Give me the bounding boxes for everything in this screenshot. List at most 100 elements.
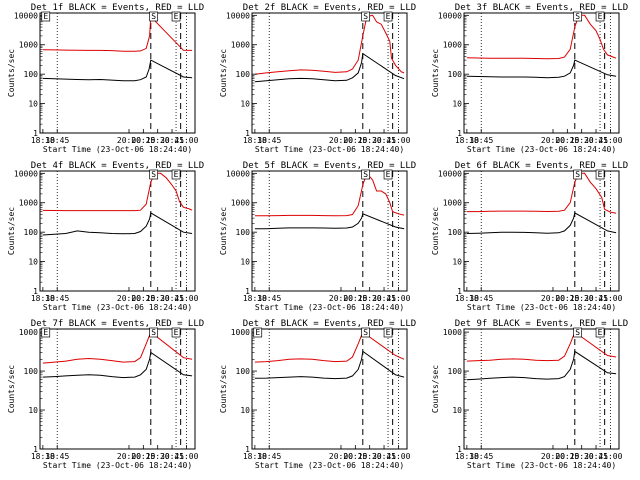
y-tick-label: 100 [24, 70, 39, 79]
flare-marker-box [573, 327, 583, 338]
flare-marker-label: E [386, 12, 391, 21]
y-tick-label: 1000 [443, 199, 462, 208]
lld-series-line [42, 331, 193, 364]
y-tick-label: 1 [245, 445, 250, 454]
flare-marker-label: E [386, 170, 391, 179]
y-tick-label: 1 [457, 445, 462, 454]
events-series-line [254, 350, 405, 380]
x-axis-label: Start Time (23-Oct-06 18:24:40) [255, 145, 404, 154]
flare-marker-label: E [174, 12, 179, 21]
flare-marker-box [573, 169, 583, 180]
flare-marker-label: E [43, 328, 48, 337]
y-tick-label: 1000 [443, 41, 462, 50]
flare-marker-box [573, 11, 583, 22]
y-tick-label: 1 [33, 129, 38, 138]
x-tick-label: 20:45 [584, 452, 608, 461]
x-tick-label: 20:15 [555, 294, 579, 303]
flare-marker-label: E [386, 328, 391, 337]
x-tick-label: 20:30 [146, 136, 170, 145]
y-tick-label: 10 [28, 100, 38, 109]
y-tick-label: 10000 [226, 11, 250, 20]
y-tick-label: 10000 [438, 11, 462, 20]
flare-marker-label: E [43, 12, 48, 21]
x-tick-label: 20:15 [343, 294, 367, 303]
x-tick-label: 20:45 [584, 294, 608, 303]
y-tick-label: 1 [33, 287, 38, 296]
y-axis-label: Counts/sec [7, 365, 16, 413]
panel-8: Det 8f BLACK = Events, RED = LLD 1 10 100 10… [219, 319, 416, 470]
flare-marker-box [149, 327, 159, 338]
x-tick-label: 18:45 [45, 136, 69, 145]
x-tick-label: 20:00 [329, 136, 353, 145]
chart-title: Det 6f BLACK = Events, RED = LLD [455, 161, 628, 171]
x-tick-label: 18:30 [455, 452, 479, 461]
x-tick-label: 20:00 [541, 136, 565, 145]
plot-frame [39, 328, 196, 450]
flare-marker-label: E [598, 170, 603, 179]
x-tick-label: 18:30 [243, 294, 267, 303]
chart-title: Det 2f BLACK = Events, RED = LLD [243, 3, 416, 13]
x-tick-label: 20:15 [131, 136, 155, 145]
x-tick-label: 20:30 [358, 452, 382, 461]
x-tick-label: 20:30 [570, 136, 594, 145]
y-tick-label: 10 [28, 258, 38, 267]
x-tick-label: 21:00 [386, 136, 410, 145]
events-series-line [254, 52, 405, 83]
flare-marker-label: S [151, 170, 156, 179]
y-tick-label: 10000 [226, 169, 250, 178]
plot-frame [39, 170, 196, 292]
y-tick-label: 10 [452, 406, 462, 415]
flare-marker-label: E [598, 12, 603, 21]
y-tick-label: 10 [240, 406, 250, 415]
lld-series-line [254, 331, 405, 363]
y-tick-label: 100 [448, 228, 463, 237]
panel-7: Det 7f BLACK = Events, RED = LLD 1 10 100 10… [7, 319, 204, 470]
x-tick-label: 21:00 [174, 294, 198, 303]
x-tick-label: 18:30 [243, 136, 267, 145]
x-tick-label: 21:00 [598, 452, 622, 461]
y-tick-label: 10 [452, 100, 462, 109]
flare-marker-box [149, 169, 159, 180]
y-tick-label: 1000 [231, 328, 250, 337]
chart-title: Det 7f BLACK = Events, RED = LLD [31, 319, 204, 329]
y-tick-label: 1 [457, 287, 462, 296]
flare-marker-box [171, 327, 181, 338]
x-tick-label: 20:00 [541, 294, 565, 303]
flare-marker-box [171, 11, 181, 22]
x-tick-label: 20:45 [160, 452, 184, 461]
y-tick-label: 10 [240, 258, 250, 267]
chart-title: Det 1f BLACK = Events, RED = LLD [31, 3, 204, 13]
y-tick-label: 1000 [19, 199, 38, 208]
y-tick-label: 10 [28, 406, 38, 415]
x-tick-label: 18:45 [469, 294, 493, 303]
y-axis-label: Counts/sec [431, 365, 440, 413]
x-tick-label: 18:30 [455, 136, 479, 145]
y-tick-label: 100 [236, 228, 251, 237]
plot-frame [251, 328, 408, 450]
x-tick-label: 20:00 [117, 294, 141, 303]
events-series-line [254, 213, 405, 230]
x-axis-label: Start Time (23-Oct-06 18:24:40) [255, 303, 404, 312]
x-axis-label: Start Time (23-Oct-06 18:24:40) [43, 145, 192, 154]
flare-marker-box [383, 11, 393, 22]
x-tick-label: 20:30 [570, 294, 594, 303]
y-tick-label: 10000 [14, 11, 38, 20]
lld-series-line [254, 14, 405, 75]
x-tick-label: 20:15 [555, 452, 579, 461]
y-tick-label: 1000 [19, 328, 38, 337]
x-tick-label: 20:30 [570, 452, 594, 461]
x-tick-label: 20:15 [343, 136, 367, 145]
y-tick-label: 100 [236, 70, 251, 79]
x-tick-label: 20:00 [117, 136, 141, 145]
flare-marker-label: E [598, 328, 603, 337]
flare-marker-box [149, 11, 159, 22]
x-tick-label: 20:45 [160, 294, 184, 303]
flare-marker-box [383, 327, 393, 338]
flare-marker-box [361, 11, 371, 22]
x-tick-label: 20:15 [343, 452, 367, 461]
y-tick-label: 10 [240, 100, 250, 109]
y-axis-label: Counts/sec [219, 365, 228, 413]
flare-marker-label: E [174, 328, 179, 337]
flare-marker-box [361, 169, 371, 180]
